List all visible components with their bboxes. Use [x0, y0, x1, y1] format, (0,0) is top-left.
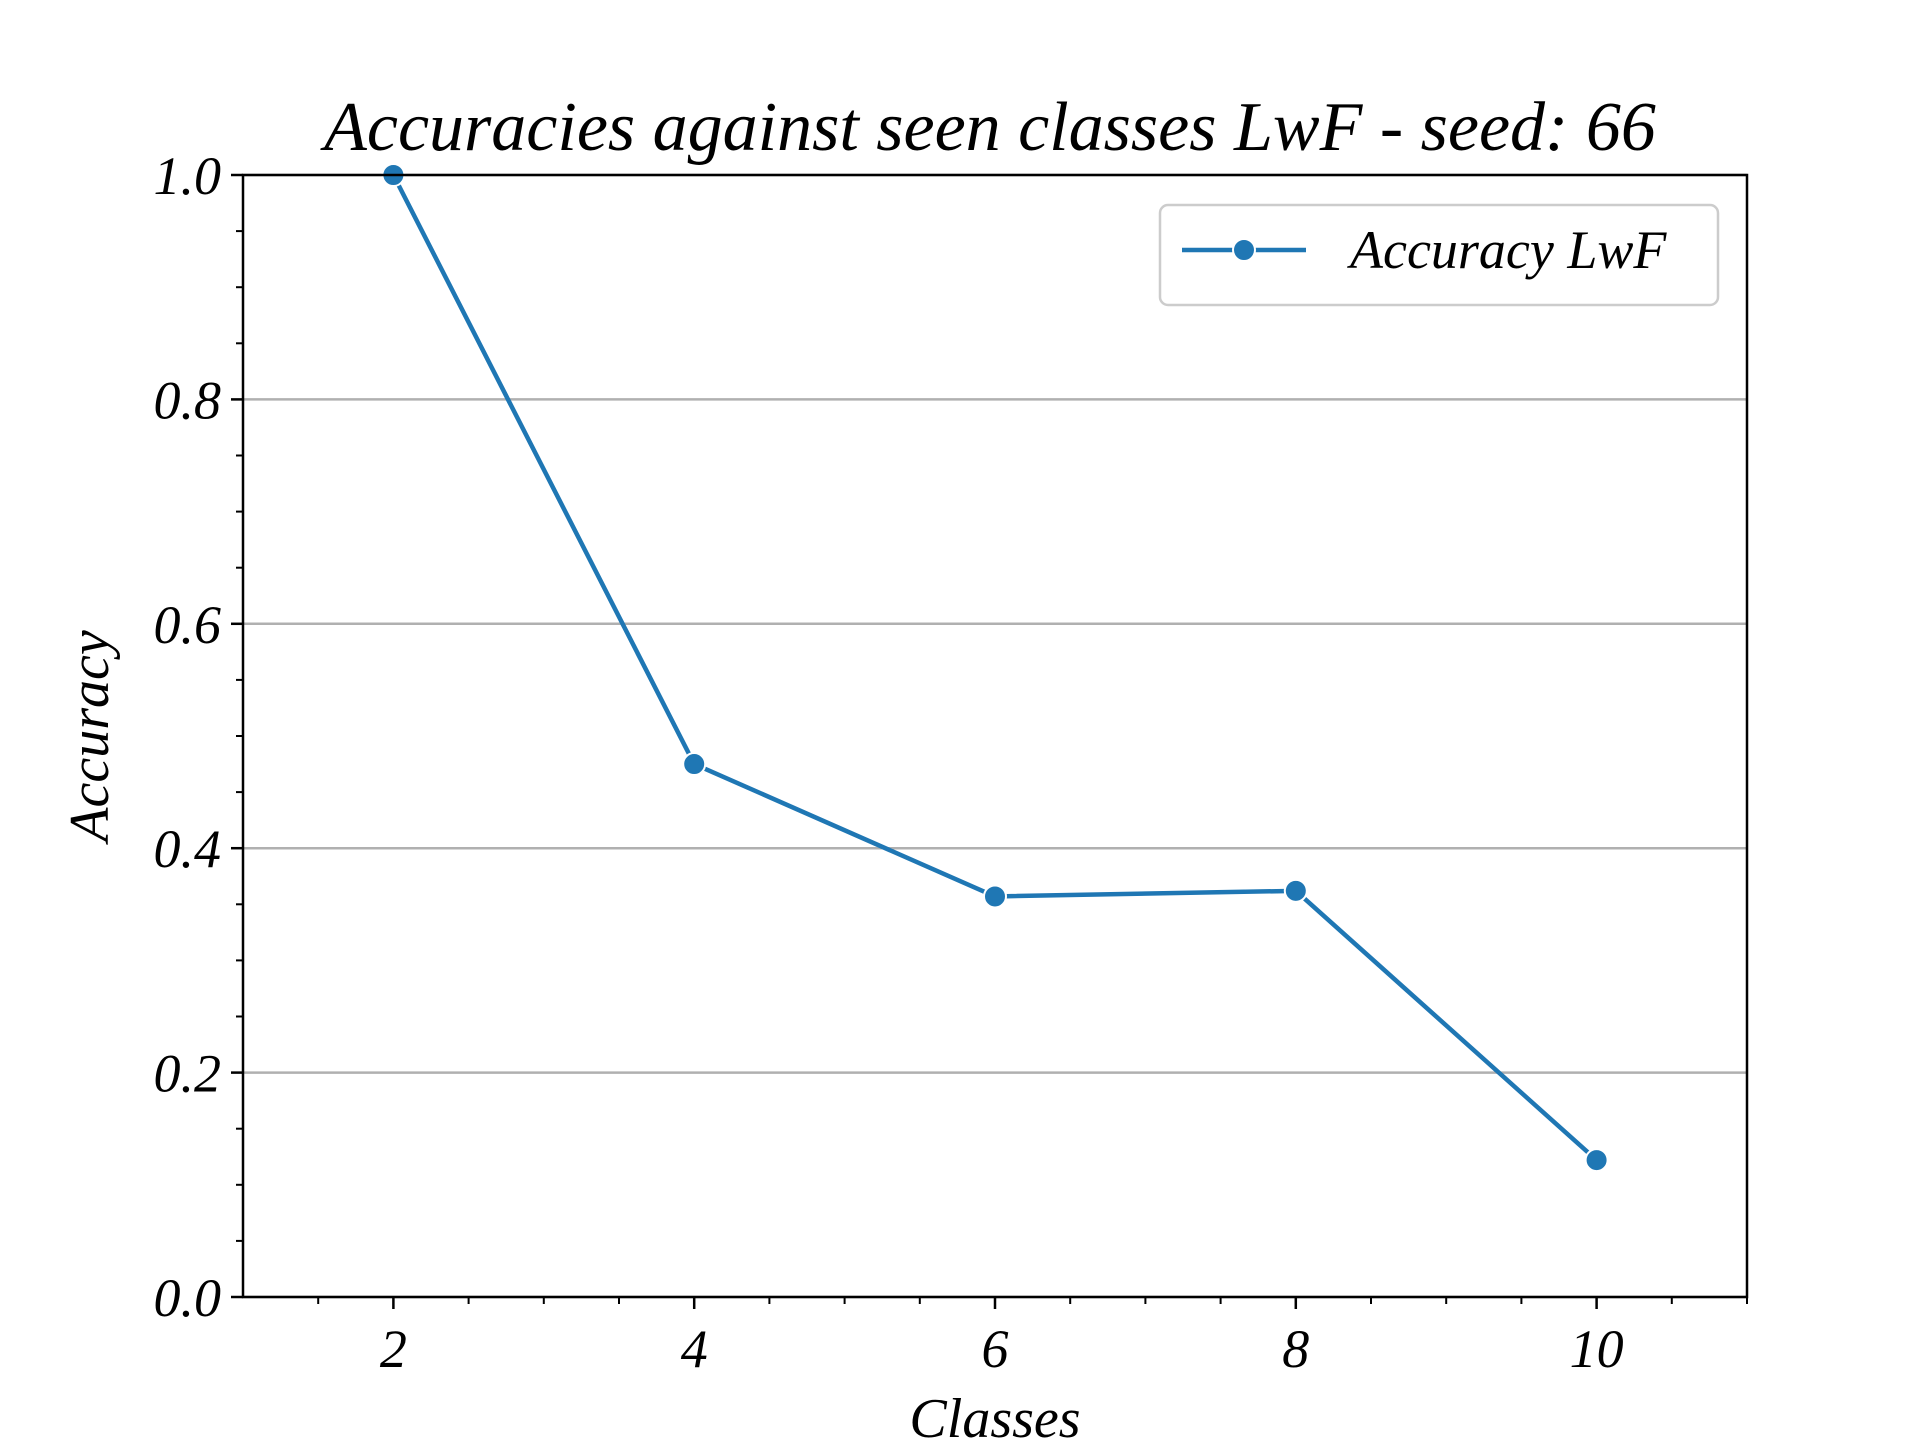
x-tick-label-1: 4: [681, 1319, 708, 1379]
legend-marker-swatch: [1232, 238, 1256, 262]
legend-box: [1158, 203, 1720, 307]
x-tick-label-3: 8: [1282, 1319, 1309, 1379]
y-tick-label-3: 0.6: [154, 595, 222, 655]
y-axis-label: Accuracy: [59, 630, 121, 846]
x-tick-label-0: 2: [380, 1319, 407, 1379]
data-point-0-3: [1283, 878, 1308, 903]
data-point-0-2: [983, 884, 1007, 909]
x-tick-label-4: 10: [1570, 1319, 1624, 1379]
legend: Accuracy LwF: [1158, 203, 1720, 307]
y-tick-label-2: 0.4: [154, 819, 222, 879]
y-tick-label-5: 1.0: [154, 146, 222, 206]
x-axis-label: Classes: [909, 1388, 1080, 1440]
axis-ticks: 0.0 0.2 0.4 0.6 0.8 1.0 2 4 6 8 10: [154, 146, 1748, 1379]
data-point-0-1: [682, 752, 707, 777]
x-tick-label-2: 6: [982, 1319, 1009, 1379]
chart-title: Accuracies against seen classes LwF - se…: [320, 89, 1656, 166]
y-tick-label-4: 0.8: [154, 370, 222, 430]
y-tick-label-0: 0.0: [154, 1268, 222, 1328]
data-point-0-4: [1584, 1148, 1609, 1173]
series-layer: [381, 163, 1609, 1173]
y-tick-label-1: 0.2: [154, 1044, 222, 1104]
legend-entry-label: Accuracy LwF: [1347, 220, 1667, 280]
